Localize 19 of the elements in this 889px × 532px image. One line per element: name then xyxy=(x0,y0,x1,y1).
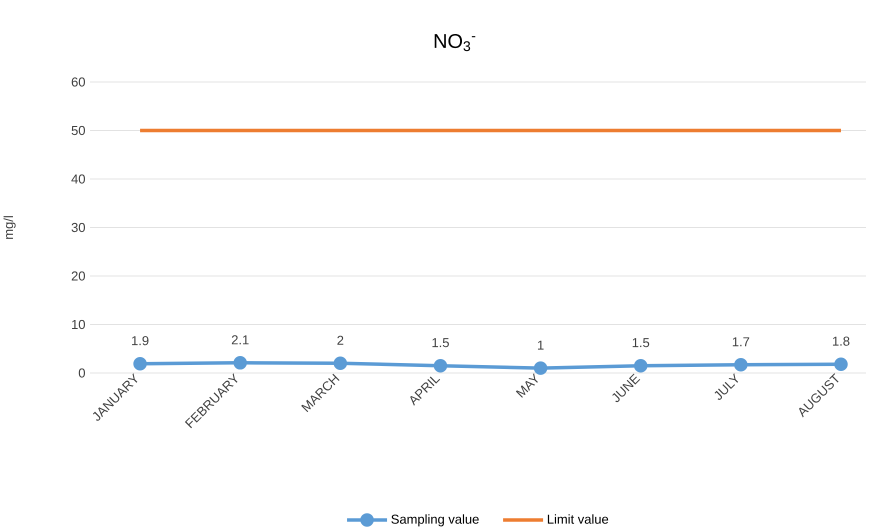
y-tick-label: 10 xyxy=(72,320,85,330)
data-label: 1.8 xyxy=(832,336,850,346)
y-tick-label: 0 xyxy=(78,368,85,378)
y-tick-label: 30 xyxy=(72,222,85,232)
y-tick-label: 40 xyxy=(71,174,85,184)
data-label: 1.5 xyxy=(432,338,449,348)
y-tick-label: 50 xyxy=(72,126,85,136)
chart-title: NO$_{3}$- xyxy=(434,34,476,52)
data-label: 2.1 xyxy=(232,335,249,344)
data-label: 1.5 xyxy=(632,338,650,348)
data-label: 2 xyxy=(337,336,344,345)
legend-label: Sampling value xyxy=(391,514,479,526)
legend-label: Limit value xyxy=(548,514,608,524)
data-label: 1 xyxy=(538,340,544,350)
y-axis-title: mg/l xyxy=(4,216,16,239)
y-tick-label: 60 xyxy=(72,77,85,87)
data-label: 1.9 xyxy=(132,336,148,346)
data-label: 1.7 xyxy=(732,337,750,346)
y-tick-label: 20 xyxy=(72,271,85,281)
